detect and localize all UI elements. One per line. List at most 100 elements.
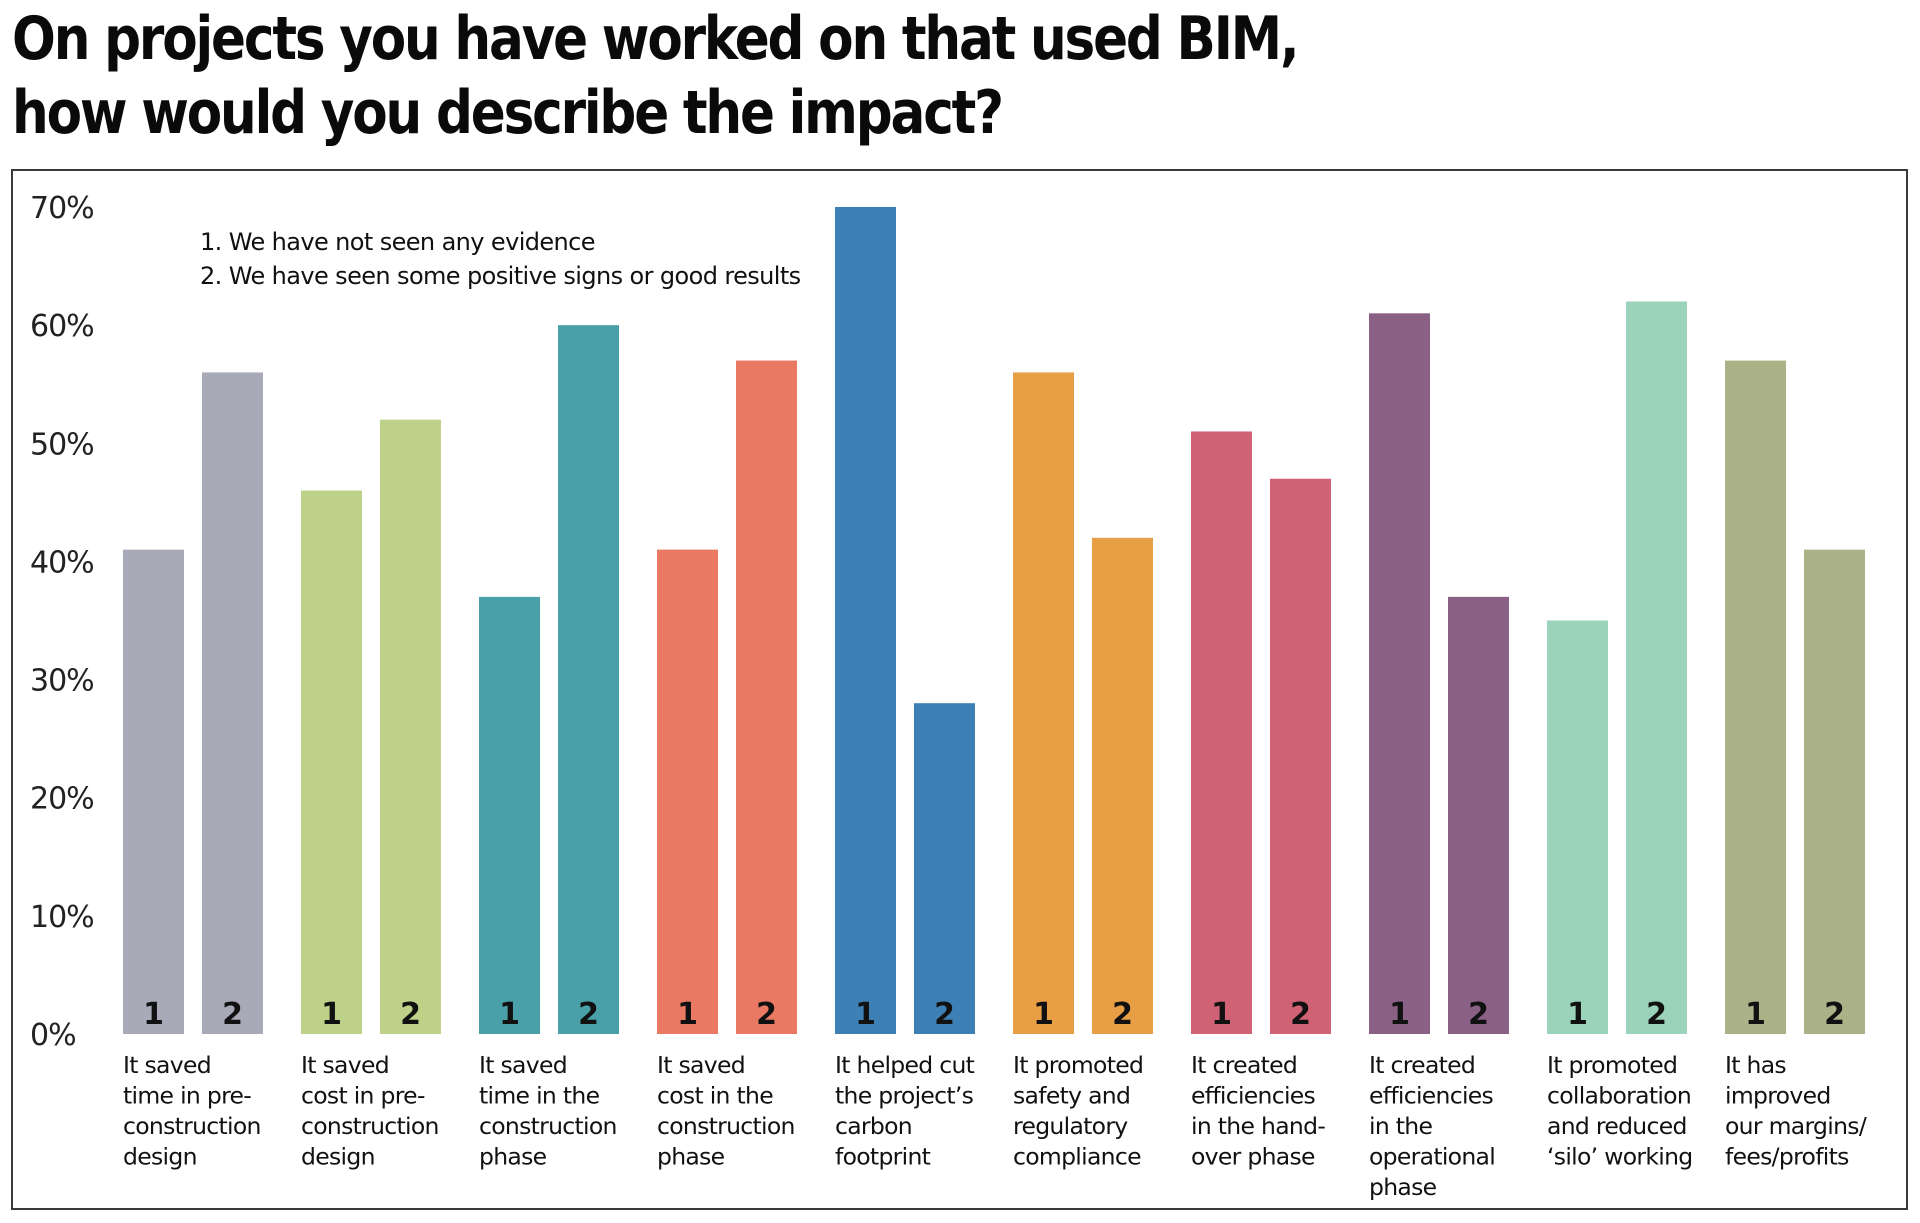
category-label-line: the project’s (835, 1082, 974, 1110)
bar-number-label: 1 (143, 997, 164, 1032)
category-label-line: in the (1369, 1112, 1433, 1140)
category-label: It saved time in pre-construction design (123, 1051, 261, 1171)
y-tick-label: 0% (30, 1018, 76, 1053)
bar-number-label: 1 (1567, 997, 1588, 1032)
bar-series-1 (1369, 313, 1430, 1034)
category-label-line: operational (1369, 1143, 1495, 1171)
category-label-line: over phase (1191, 1143, 1315, 1171)
category-label-line: time in pre- (123, 1082, 251, 1110)
y-tick-label: 30% (30, 664, 94, 699)
bar-series-1 (657, 549, 718, 1034)
bar-number-label: 2 (1290, 997, 1311, 1032)
legend-entry-1: 1. We have not seen any evidence (200, 228, 595, 256)
bar-series-2 (202, 372, 263, 1034)
chart-title-line-1: On projects you have worked on that used… (12, 4, 1300, 74)
category-labels: It saved time in pre-construction designIt… (123, 1051, 1868, 1201)
category-label-line: It saved (657, 1051, 745, 1079)
category-label: It helped cut the project’s carbon footprin… (835, 1051, 975, 1171)
category-label-line: phase (1369, 1173, 1437, 1201)
category-label-line: improved (1725, 1082, 1831, 1110)
bar-series-2 (736, 360, 797, 1035)
chart-title-line-2: how would you describe the impact? (12, 78, 1004, 148)
bar-number-label: 2 (1646, 997, 1667, 1032)
category-label-line: ‘silo’ working (1547, 1143, 1693, 1171)
bar-series-1 (835, 207, 896, 1034)
category-label-line: efficiencies (1191, 1082, 1316, 1110)
category-label-line: regulatory (1013, 1112, 1128, 1140)
category-label-line: It created (1369, 1051, 1475, 1079)
chart-frame (11, 169, 1908, 1210)
category-label-line: cost in the (657, 1082, 773, 1110)
category-label: It promoted collaboration and reduced ‘silo… (1547, 1051, 1693, 1171)
y-axis: 0% 10% 20% 30% 40% 50% 60% 70% (30, 191, 95, 1053)
bar-series-2 (380, 419, 441, 1035)
bar-series-2 (1448, 596, 1509, 1034)
category-label-line: and reduced (1547, 1112, 1687, 1140)
category-label-line: phase (657, 1143, 725, 1171)
bar-series-1 (301, 490, 362, 1034)
category-label-line: compliance (1013, 1143, 1141, 1171)
bar-number-label: 2 (222, 997, 243, 1032)
category-label: It has improved our margins/fees/profits (1725, 1051, 1867, 1171)
y-tick-label: 50% (30, 427, 94, 462)
category-label-line: collaboration (1547, 1082, 1691, 1110)
bar-number-label: 1 (855, 997, 876, 1032)
category-label: It saved time in the construction phase (479, 1051, 617, 1171)
category-label-line: It created (1191, 1051, 1297, 1079)
bar-number-label: 2 (1112, 997, 1133, 1032)
bar-number-label: 1 (1389, 997, 1410, 1032)
category-label-line: construction (479, 1112, 617, 1140)
y-tick-label: 60% (30, 309, 94, 344)
bar-series-1 (1191, 431, 1252, 1034)
category-label-line: It promoted (1547, 1051, 1677, 1079)
bar-series-2 (1626, 301, 1687, 1034)
category-label-line: It saved (123, 1051, 211, 1079)
category-label-line: our margins/ (1725, 1112, 1867, 1140)
bar-series-2 (1804, 549, 1865, 1034)
bar-number-label: 1 (1033, 997, 1054, 1032)
bar-number-label: 1 (321, 997, 342, 1032)
category-label-line: carbon (835, 1112, 912, 1140)
category-label-line: in the hand- (1191, 1112, 1325, 1140)
category-label-line: It has (1725, 1051, 1786, 1079)
y-tick-label: 40% (30, 545, 94, 580)
chart-title: On projects you have worked on that used… (12, 2, 1300, 150)
category-label-line: phase (479, 1143, 547, 1171)
category-label-line: design (123, 1143, 197, 1171)
category-label: It created efficiencies in the operational p… (1369, 1051, 1495, 1201)
category-label-line: construction (301, 1112, 439, 1140)
category-label-line: It saved (301, 1051, 389, 1079)
category-label-line: efficiencies (1369, 1082, 1494, 1110)
category-label-line: safety and (1013, 1082, 1130, 1110)
category-label-line: construction (123, 1112, 261, 1140)
category-label-line: footprint (835, 1143, 931, 1171)
category-label: It created efficiencies in the hand-over p… (1191, 1051, 1325, 1171)
category-label: It promoted safety and regulatory complianc… (1013, 1051, 1143, 1171)
category-label-line: fees/profits (1725, 1143, 1849, 1171)
category-label-line: cost in pre- (301, 1082, 425, 1110)
bar-number-label: 2 (578, 997, 599, 1032)
legend: 1. We have not seen any evidence 2. We ha… (200, 228, 801, 290)
bar-series-1 (123, 549, 184, 1034)
bar-series-2 (1270, 478, 1331, 1034)
category-label-line: It helped cut (835, 1051, 975, 1079)
bar-number-label: 2 (400, 997, 421, 1032)
bar-series-1 (1725, 360, 1786, 1035)
y-tick-label: 70% (30, 191, 94, 226)
bar-number-label: 2 (934, 997, 955, 1032)
bar-series-2 (558, 325, 619, 1035)
category-label-line: construction (657, 1112, 795, 1140)
bar-number-label: 2 (1824, 997, 1845, 1032)
category-label-line: design (301, 1143, 375, 1171)
bar-number-label: 1 (677, 997, 698, 1032)
